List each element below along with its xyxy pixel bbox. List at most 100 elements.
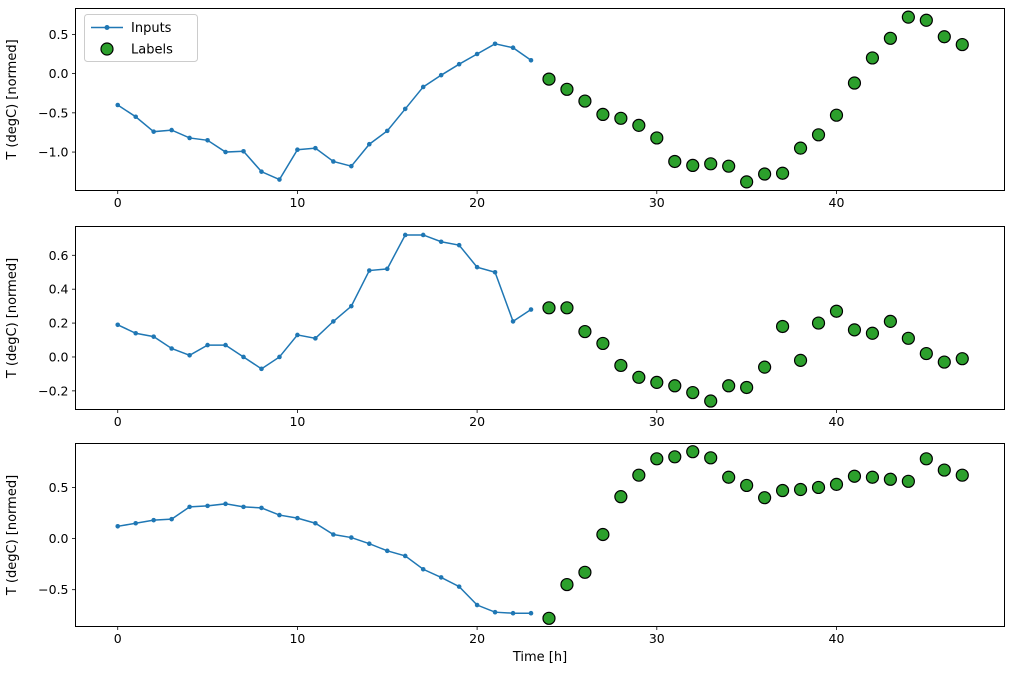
inputs-point (259, 505, 264, 511)
labels-point (668, 154, 682, 169)
inputs-point (205, 342, 210, 348)
labels-point (560, 82, 574, 96)
legend-inputs-label: Inputs (131, 21, 172, 36)
inputs-point (223, 342, 228, 348)
inputs-point (187, 504, 192, 510)
labels-point (793, 482, 808, 497)
labels-point (775, 319, 790, 334)
labels-point (865, 51, 880, 65)
inputs-point (384, 548, 390, 554)
inputs-point (277, 177, 282, 182)
inputs-point (492, 609, 498, 615)
inputs-point (313, 336, 318, 341)
labels-point (542, 72, 556, 86)
labels-point (560, 577, 574, 592)
labels-point (650, 452, 664, 466)
y-tick-label: 0.0 (49, 531, 69, 546)
inputs-point (277, 512, 282, 518)
labels-point (740, 478, 754, 493)
legend-labels-marker (100, 42, 114, 56)
labels-point (578, 324, 592, 339)
inputs-point (492, 41, 498, 47)
labels-point (632, 468, 646, 482)
labels-point (919, 452, 933, 466)
inputs-point (474, 51, 480, 57)
labels-point (560, 301, 574, 315)
y-tick-label: 0.5 (49, 27, 69, 42)
labels-point (596, 107, 610, 122)
inputs-point (510, 610, 516, 616)
x-tick-label: 30 (649, 631, 665, 646)
labels-point (704, 451, 718, 465)
y-tick-label: 0.5 (49, 480, 69, 495)
labels-point (614, 358, 628, 373)
labels-point (614, 490, 628, 504)
inputs-point (295, 332, 300, 338)
labels-point (829, 108, 844, 122)
inputs-point (169, 127, 174, 133)
x-tick-label: 0 (114, 195, 122, 210)
labels-point (883, 31, 897, 45)
labels-point (775, 483, 790, 498)
labels-point (829, 477, 844, 491)
labels-point (542, 611, 556, 625)
inputs-point (438, 72, 444, 78)
inputs-point (115, 524, 121, 529)
subplots-group: 0 10 20 30 40−1.0−0.50.00.50 10 20 30 40−0.20.00… (38, 8, 1005, 646)
labels-point (722, 159, 736, 173)
inputs-point (151, 517, 156, 523)
inputs-point (223, 149, 228, 155)
inputs-point (402, 553, 408, 559)
inputs-point (133, 520, 138, 526)
inputs-point (402, 106, 408, 112)
inputs-point (151, 129, 156, 134)
inputs-point (169, 346, 174, 351)
y-tick-label: −1.0 (38, 145, 68, 160)
inputs-point (420, 84, 426, 90)
labels-point (758, 360, 772, 374)
labels-point (632, 118, 646, 132)
inputs-point (456, 584, 462, 589)
labels-point (542, 301, 556, 315)
inputs-point (313, 145, 318, 151)
inputs-point (331, 532, 336, 537)
inputs-point (366, 268, 372, 273)
inputs-point (456, 61, 462, 67)
inputs-point (438, 239, 444, 245)
inputs-point (438, 575, 444, 580)
inputs-point (420, 232, 426, 238)
labels-point (955, 352, 969, 366)
x-tick-label: 20 (469, 414, 485, 429)
labels-point (650, 131, 664, 145)
plot-border (75, 226, 1005, 410)
labels-point (722, 379, 736, 393)
inputs-point (349, 303, 354, 309)
y-tick-label: 0.0 (49, 66, 69, 81)
x-tick-label: 0 (114, 631, 122, 646)
plot-border (75, 443, 1005, 627)
x-tick-label: 40 (829, 631, 845, 646)
inputs-line (117, 503, 532, 614)
labels-point (596, 336, 610, 351)
labels-point (865, 326, 880, 340)
inputs-point (366, 141, 372, 147)
x-tick-label: 30 (649, 195, 665, 210)
legend: Inputs Labels (84, 14, 198, 62)
x-tick-label: 10 (289, 631, 305, 646)
legend-labels-label: Labels (131, 43, 173, 58)
labels-point (955, 37, 969, 52)
x-tick-label: 0 (114, 414, 122, 429)
labels-point (758, 167, 772, 181)
inputs-point (259, 169, 264, 174)
labels-point (865, 470, 880, 484)
inputs-point (528, 610, 534, 616)
inputs-point (402, 232, 408, 238)
inputs-line (117, 43, 532, 181)
inputs-point (420, 566, 426, 572)
inputs-point (241, 148, 246, 154)
labels-point (740, 175, 754, 189)
labels-point (758, 491, 772, 505)
inputs-point (169, 516, 174, 522)
labels-point (919, 13, 933, 27)
labels-point (596, 527, 610, 542)
